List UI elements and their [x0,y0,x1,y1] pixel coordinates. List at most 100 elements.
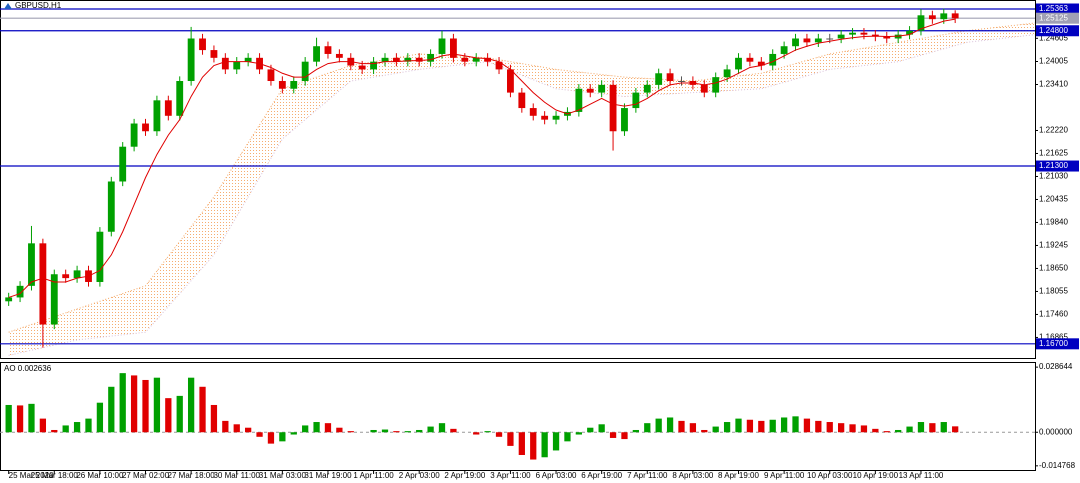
candle-body [529,108,537,116]
ao-bar [256,432,263,437]
x-tick-label: 9 Apr 11:00 [764,471,805,480]
candle-body [427,53,435,62]
ao-bar [233,424,240,433]
candle-body [541,115,549,120]
level-label-box [1036,12,1079,24]
ao-bar [39,418,47,433]
level-label: 1.25363 [1039,4,1068,13]
ao-bar [906,426,913,433]
candle-body [507,69,514,93]
level-label-box [1036,3,1079,15]
candle-body [96,231,104,282]
ao-bar [336,427,343,433]
y-tick-label: 0.000000 [1039,427,1073,436]
candle-body [313,46,320,62]
ao-bar [712,426,719,433]
candle-body [107,181,115,232]
x-tick-label: 2 Apr 03:00 [399,471,440,480]
ao-bar [746,419,754,433]
ao-bar [347,431,354,433]
ao-bar [438,423,446,433]
x-tick-label: 3 Apr 11:00 [490,471,531,480]
ao-bar [393,431,400,433]
candle-body [233,61,241,70]
ao-bar [324,423,332,433]
ao-bar [666,417,674,433]
candle-body [518,92,526,109]
candle-body [598,84,606,93]
candle-body [28,243,35,286]
x-tick-label: 1 Apr 11:00 [353,471,394,480]
ao-bar [404,431,411,433]
y-tick-label: 1.21030 [1039,172,1068,181]
candle-body [449,38,457,58]
ao-bar [153,377,161,433]
y-tick-label: 1.18055 [1039,287,1068,296]
candle-body [472,57,480,62]
candle-body [438,38,446,54]
ao-bar [621,432,628,440]
y-tick-label: 1.20435 [1039,195,1068,204]
y-tick-label: 1.18650 [1039,264,1068,273]
candle-body [906,30,913,35]
ao-bar [541,432,548,458]
candle-body [746,57,754,62]
candle-body [392,57,400,62]
candle-body [609,84,617,132]
candle-body [917,15,925,31]
x-tick-label: 10 Apr 03:00 [807,471,853,480]
candle-body [335,53,343,58]
candle-body [244,57,252,62]
candle-body [119,146,127,182]
ao-bar [952,426,959,433]
candle-body [735,57,742,70]
ao-bar [267,432,275,444]
ao-bar [130,375,138,433]
y-tick-label: 1.24605 [1039,33,1068,42]
candle-body [199,38,206,51]
ao-bar [108,386,115,433]
ao-bar [883,431,890,433]
candle-body [712,77,720,93]
ao-bar [119,373,126,433]
ao-bar [609,432,617,438]
ao-bar [678,420,685,433]
y-tick-label: 0.028644 [1039,362,1073,371]
ao-bar [62,425,69,433]
x-tick-label: 8 Apr 03:00 [672,471,713,480]
level-label: 1.16700 [1039,339,1068,348]
ao-bar [552,432,560,451]
ao-bar [199,386,206,433]
x-tick-label: 6 Apr 03:00 [536,471,577,480]
candle-body [814,38,822,43]
level-label: 1.24800 [1039,26,1068,35]
x-tick-label: 30 Mar 11:00 [213,471,260,480]
candle-body [62,274,70,279]
ao-bar [689,423,697,433]
x-tick-label: 26 Mar 10:00 [76,471,124,480]
candle-body [461,57,469,62]
ao-bar [176,395,183,433]
candle-body [792,38,799,47]
ao-bar [165,398,172,433]
ao-bar [5,404,12,433]
ao-bar [473,432,480,435]
candle-body [586,88,594,93]
ao-bar [381,429,389,433]
x-tick-label: 2 Apr 19:00 [444,471,485,480]
candle-body [301,61,309,82]
candle-body [837,34,845,39]
ao-bar [302,425,309,433]
ao-bar [895,429,902,433]
y-tick-label: 1.19245 [1039,241,1068,250]
ao-bar [929,423,936,433]
candle-body [552,115,560,120]
candle-body [769,53,777,66]
ao-bar [51,429,58,433]
candle-body [187,38,195,82]
candle-body [575,88,583,112]
ao-bar [73,422,81,433]
candle-body [176,81,184,116]
ao-bar [187,377,195,433]
ao-bar [655,418,662,433]
